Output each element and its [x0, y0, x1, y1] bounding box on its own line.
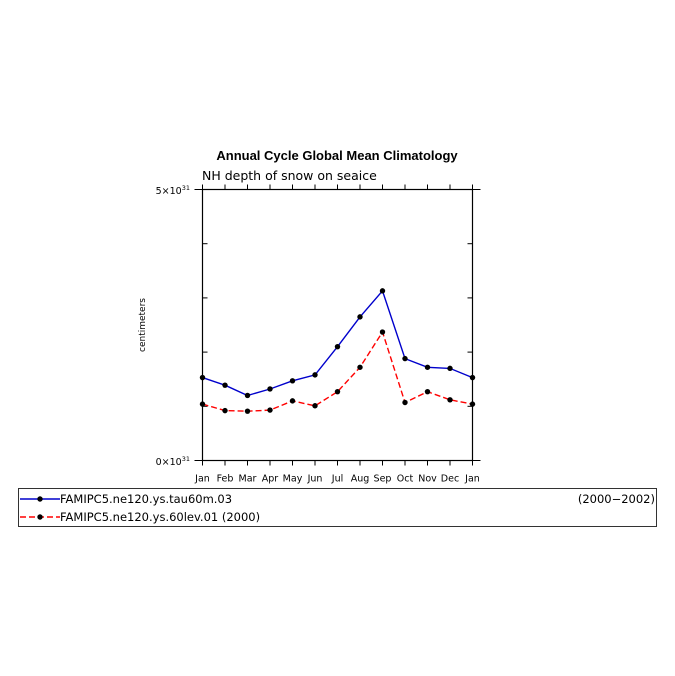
x-tick-label: Sep — [374, 474, 392, 485]
data-point — [199, 401, 206, 407]
y-tick-bottom-exponent: 31 — [182, 455, 190, 463]
data-point — [357, 314, 363, 320]
chart-subtitle: NH depth of snow on seaice — [202, 168, 377, 183]
data-point — [402, 355, 408, 362]
y-axis-ticks — [194, 189, 481, 461]
y-tick-top-exponent: 31 — [182, 184, 190, 192]
data-point — [379, 288, 386, 294]
data-point — [289, 378, 296, 384]
data-point — [244, 392, 251, 399]
x-tick-label: Jan — [194, 474, 210, 485]
x-tick-label: Oct — [397, 474, 414, 485]
x-tick-label: Jul — [331, 474, 343, 485]
data-point — [424, 364, 431, 370]
y-tick-bottom-mantissa: 0×10 — [156, 457, 182, 468]
legend-marker — [37, 496, 43, 502]
x-tick-label: Dec — [441, 474, 459, 485]
legend-series-name: FAMIPC5.ne120.ys.tau60m.03 — [60, 492, 232, 506]
x-tick-label: Feb — [217, 474, 234, 485]
x-tick-label: May — [283, 474, 303, 485]
data-point — [334, 343, 341, 350]
data-point — [267, 386, 273, 392]
data-point — [312, 372, 318, 378]
data-point — [222, 407, 228, 414]
legend-marker — [37, 514, 43, 520]
data-point — [402, 399, 408, 406]
y-tick-label-top: 5×1031 — [156, 184, 190, 197]
data-point — [222, 382, 228, 388]
series-lines — [199, 288, 476, 414]
data-point — [244, 408, 251, 414]
x-tick-label: Mar — [239, 474, 257, 485]
series-line — [202, 330, 473, 412]
x-tick-label: Aug — [351, 474, 370, 485]
y-tick-label-bottom: 0×1031 — [156, 455, 190, 468]
x-tick-labels: Jan Feb Mar Apr May Jun Jul Aug Sep Oct Nov Dec Jan — [194, 474, 480, 485]
data-point — [289, 398, 296, 404]
legend-series-name: FAMIPC5.ne120.ys.60lev.01 (2000) — [60, 510, 260, 524]
y-tick-top-mantissa: 5×10 — [156, 186, 182, 197]
data-point — [379, 329, 386, 335]
data-point — [312, 403, 318, 409]
x-tick-label: Apr — [262, 474, 279, 485]
data-point — [469, 401, 476, 407]
x-tick-label: Jan — [464, 474, 480, 485]
legend: FAMIPC5.ne120.ys.tau60m.03 (2000−2002) FAM… — [20, 492, 655, 524]
chart-title: Annual Cycle Global Mean Climatology — [216, 148, 458, 163]
y-axis-label: centimeters — [138, 298, 148, 352]
legend-box — [18, 488, 657, 527]
data-point — [267, 407, 273, 413]
series-line — [202, 289, 473, 397]
data-point — [357, 364, 363, 370]
data-point — [447, 397, 453, 403]
x-axis-ticks — [202, 184, 473, 466]
data-point — [424, 388, 431, 395]
x-tick-label: Jun — [307, 474, 323, 485]
x-tick-label: Nov — [418, 474, 437, 485]
data-point — [469, 374, 476, 381]
data-point — [447, 365, 453, 372]
data-point — [199, 374, 206, 381]
plot-frame — [201, 188, 474, 462]
data-point — [334, 388, 341, 395]
legend-series-years: (2000−2002) — [578, 492, 655, 506]
